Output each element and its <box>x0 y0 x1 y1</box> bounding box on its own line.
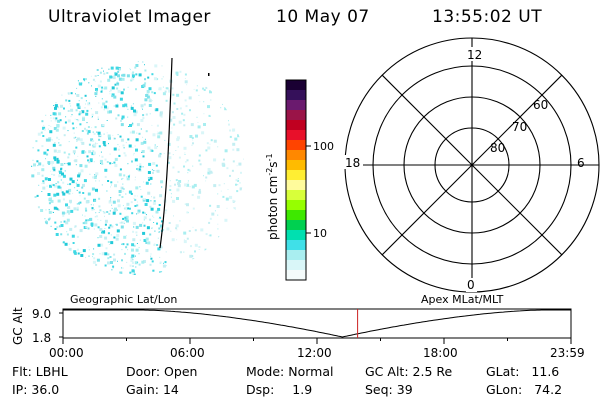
color-scale-block <box>286 200 306 211</box>
label-bg-12 <box>465 47 485 61</box>
gain-field: Gain: 14 <box>126 382 179 397</box>
gc-alt-value: 2.5 Re <box>412 364 453 379</box>
color-scale-block <box>286 270 306 281</box>
mlt-label-18: 18 <box>345 156 360 170</box>
time-tick-00-00: 00:00 <box>49 346 84 360</box>
color-scale-block <box>286 170 306 181</box>
color-scale-units: photon cm-2s-1 <box>265 153 280 240</box>
gc-alt-axis-title: GC Alt <box>11 307 25 345</box>
dsp-value: 1.9 <box>292 382 313 397</box>
door-field: Door: Open <box>126 364 198 379</box>
color-scale-block <box>286 150 306 161</box>
geographic-caption: Geographic Lat/Lon <box>70 293 177 306</box>
filter-field: Flt: LBHL <box>12 364 68 379</box>
color-scale-block <box>286 260 306 271</box>
color-scale-block <box>286 140 306 151</box>
mode-value: Normal <box>288 364 334 379</box>
color-scale-block <box>286 160 306 171</box>
ip-value: 36.0 <box>31 382 60 397</box>
color-scale-block <box>286 210 306 221</box>
info-row-2: IP: 36.0 Gain: 14 Dsp: 1.9 Seq: 39 GLon:… <box>0 382 600 398</box>
filter-value: LBHL <box>35 364 68 379</box>
color-tick-100: 100 <box>313 140 334 153</box>
orbit-frame <box>62 308 572 339</box>
mlt-label-0: 0 <box>467 278 475 292</box>
observation-time: 13:55:02 UT <box>432 7 543 27</box>
color-scale-block <box>286 130 306 141</box>
glat-value: 11.6 <box>531 364 560 379</box>
mlat-label-80: 80 <box>490 141 505 155</box>
glon-value: 74.2 <box>534 382 563 397</box>
color-scale-blocks <box>286 80 306 281</box>
color-scale-block <box>286 230 306 241</box>
color-scale-block <box>286 240 306 251</box>
mlt-label-6: 6 <box>577 156 585 170</box>
uv-emission-speckles <box>31 61 244 275</box>
label-bg-0 <box>466 278 477 292</box>
glon-field: GLon: 74.2 <box>486 382 563 397</box>
color-scale-block <box>286 250 306 261</box>
terminator-tick <box>208 73 210 76</box>
apex-caption: Apex MLat/MLT <box>421 293 504 306</box>
orbit-ticks <box>59 312 572 344</box>
color-scale-frame <box>285 79 307 281</box>
time-tick-06-00: 06:00 <box>170 346 205 360</box>
time-tick-18-00: 18:00 <box>423 346 458 360</box>
mlt-label-12: 12 <box>467 48 482 62</box>
gc-alt-field: GC Alt: 2.5 Re <box>365 364 453 379</box>
mlat-label-60: 60 <box>533 98 548 112</box>
label-bg-18 <box>343 155 363 169</box>
color-scale-block <box>286 110 306 121</box>
gain-value: 14 <box>162 382 179 397</box>
door-value: Open <box>164 364 198 379</box>
time-tick-23-59: 23:59 <box>550 346 585 360</box>
terminator-line <box>159 57 173 249</box>
color-scale-block <box>286 190 306 201</box>
observation-date: 10 May 07 <box>276 7 370 27</box>
mode-field: Mode: Normal <box>246 364 334 379</box>
color-tick-10: 10 <box>313 227 327 240</box>
alt-tick-1-8: 1.8 <box>32 331 51 345</box>
seq-value: 39 <box>396 382 413 397</box>
color-scale-block <box>286 180 306 191</box>
color-scale-block <box>286 220 306 231</box>
color-scale-block <box>286 120 306 131</box>
image-title: Ultraviolet Imager <box>48 7 211 27</box>
dsp-field: Dsp: 1.9 <box>246 382 313 397</box>
time-tick-12-00: 12:00 <box>297 346 332 360</box>
polar-meridian-diagonal-2 <box>381 74 563 256</box>
info-row-1: Flt: LBHL Door: Open Mode: Normal GC Alt… <box>0 364 600 380</box>
color-scale-block <box>286 80 306 91</box>
glat-field: GLat: 11.6 <box>486 364 560 379</box>
ip-field: IP: 36.0 <box>12 382 60 397</box>
color-scale-block <box>286 100 306 111</box>
seq-field: Seq: 39 <box>365 382 413 397</box>
mlat-label-70: 70 <box>512 120 527 134</box>
alt-tick-9: 9.0 <box>32 307 51 321</box>
altitude-curve <box>63 309 571 338</box>
color-scale-block <box>286 90 306 101</box>
